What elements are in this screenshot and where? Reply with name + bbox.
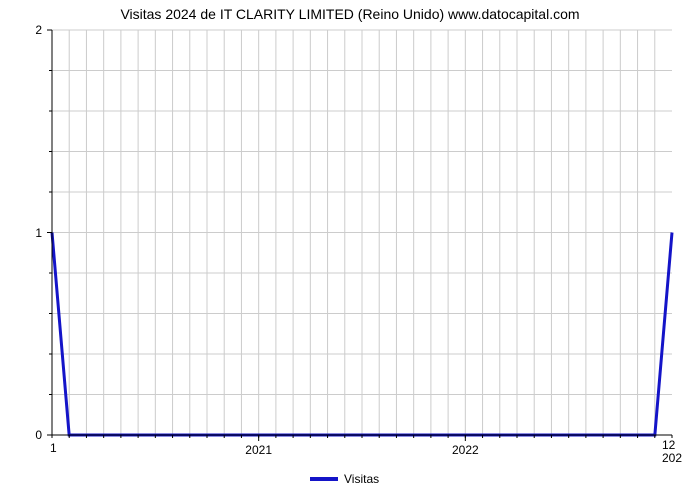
- legend-swatch: [310, 477, 338, 481]
- legend-label: Visitas: [344, 472, 379, 486]
- x-right-small-label: 12 202: [662, 439, 682, 465]
- chart-title: Visitas 2024 de IT CLARITY LIMITED (Rein…: [0, 6, 700, 22]
- x-tick-label: 2021: [245, 443, 272, 457]
- chart-container: Visitas 2024 de IT CLARITY LIMITED (Rein…: [0, 0, 700, 500]
- y-tick-label: 2: [0, 23, 42, 37]
- plot-area: [52, 30, 672, 435]
- legend: Visitas: [310, 472, 379, 486]
- y-tick-label: 1: [0, 226, 42, 240]
- x-tick-label: 2022: [452, 443, 479, 457]
- x-left-small-label: 1: [50, 441, 57, 455]
- y-tick-label: 0: [0, 428, 42, 442]
